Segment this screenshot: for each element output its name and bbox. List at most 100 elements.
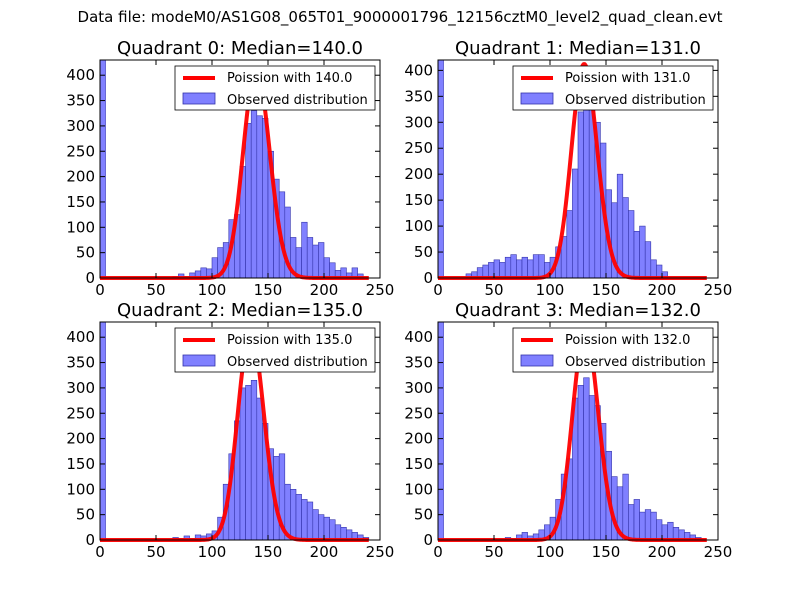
x-tick-label: 50 — [484, 543, 503, 561]
y-tick-label: 400 — [66, 328, 95, 346]
y-tick-label: 150 — [404, 191, 433, 209]
y-tick-label: 50 — [76, 506, 95, 524]
y-tick-label: 200 — [404, 165, 433, 183]
histogram-bar — [633, 499, 640, 541]
y-tick-label: 350 — [404, 87, 433, 105]
x-tick-label: 0 — [433, 281, 443, 299]
quadrant-0-panel: Quadrant 0: Median=140.0 0 50 100 150 200 250 0… — [66, 38, 394, 299]
x-tick-label: 250 — [704, 543, 733, 561]
y-tick-label: 400 — [66, 66, 95, 84]
legend-label-observed: Observed distribution — [565, 355, 706, 370]
histogram-bar — [644, 241, 652, 279]
y-tick-label: 150 — [66, 455, 95, 473]
x-tick-label: 100 — [536, 543, 565, 561]
y-tick-label: 0 — [423, 269, 433, 287]
y-tick-label: 100 — [404, 480, 433, 498]
histogram-bar — [256, 397, 263, 541]
histogram-bar — [628, 504, 635, 541]
y-tick-label: 250 — [404, 139, 433, 157]
histogram-bar — [566, 210, 573, 279]
histogram-bar — [616, 173, 624, 279]
histogram-bar — [583, 377, 590, 541]
quadrant-1-legend: Poission with 131.0 Observed distribution — [512, 65, 714, 111]
histogram-bar — [295, 494, 302, 541]
x-tick-label: 250 — [366, 543, 395, 561]
histogram-bar — [334, 524, 342, 541]
histogram-bar — [306, 237, 314, 279]
legend-bar-swatch — [520, 92, 554, 105]
histogram-bar — [437, 59, 444, 279]
histogram-bar — [572, 168, 579, 279]
quadrant-3-legend: Poission with 132.0 Observed distribution — [512, 327, 714, 373]
histogram-bar — [323, 516, 330, 541]
histogram-bar — [318, 242, 325, 279]
y-tick-label: 400 — [404, 328, 433, 346]
quadrant-1-title: Quadrant 1: Median=131.0 — [455, 38, 701, 59]
x-tick-label: 100 — [198, 543, 227, 561]
histogram-bar — [499, 262, 506, 279]
histogram-bar — [639, 225, 646, 279]
histogram-bar — [510, 254, 517, 279]
histogram-bar — [516, 259, 523, 279]
x-tick-label: 0 — [95, 543, 105, 561]
legend-label-observed: Observed distribution — [227, 93, 368, 108]
histogram-bar — [488, 262, 495, 279]
x-tick-label: 100 — [198, 281, 227, 299]
histogram-bar — [329, 519, 336, 541]
quadrant-2-legend: Poission with 135.0 Observed distribution — [174, 327, 376, 373]
y-tick-label: 250 — [404, 404, 433, 422]
y-tick-label: 400 — [404, 61, 433, 79]
histogram-bar — [527, 259, 534, 279]
histogram-bar — [577, 111, 584, 279]
histogram-bar — [633, 230, 640, 279]
histogram-bar — [312, 244, 319, 279]
x-tick-label: 250 — [366, 281, 395, 299]
histogram-bar — [318, 514, 325, 541]
figure-title: Data file: modeM0/AS1G08_065T01_90000017… — [77, 8, 723, 26]
x-tick-label: 0 — [95, 281, 105, 299]
y-tick-label: 300 — [404, 379, 433, 397]
histogram-bar — [644, 509, 652, 541]
y-tick-label: 250 — [66, 142, 95, 160]
y-tick-label: 350 — [66, 92, 95, 110]
x-tick-label: 150 — [254, 543, 283, 561]
legend-label-observed: Observed distribution — [565, 93, 706, 108]
histogram-bar — [239, 387, 246, 541]
y-tick-label: 150 — [404, 455, 433, 473]
legend-bar-swatch — [520, 354, 554, 367]
histogram-bar — [622, 197, 629, 279]
quadrant-0-legend: Poission with 140.0 Observed distribution — [174, 65, 376, 111]
x-tick-label: 200 — [648, 281, 677, 299]
legend-label-poisson: Poission with 140.0 — [227, 71, 352, 86]
histogram-bar — [639, 511, 646, 541]
legend-label-poisson: Poission with 131.0 — [565, 71, 690, 86]
y-tick-label: 250 — [66, 404, 95, 422]
histogram-bar — [622, 473, 629, 541]
y-tick-label: 200 — [66, 168, 95, 186]
histogram-bar — [504, 256, 512, 279]
x-tick-label: 250 — [704, 281, 733, 299]
y-tick-label: 0 — [423, 531, 433, 549]
y-tick-label: 300 — [66, 379, 95, 397]
legend-bar-swatch — [182, 354, 216, 367]
y-tick-label: 150 — [66, 193, 95, 211]
histogram-bar — [301, 499, 308, 541]
quadrant-3-panel: Quadrant 3: Median=132.0 0 50 100 150 200 250 0… — [404, 300, 732, 561]
y-tick-label: 100 — [66, 480, 95, 498]
histogram-bar — [661, 524, 668, 541]
y-tick-label: 350 — [404, 354, 433, 372]
histogram-bar — [329, 262, 336, 279]
histogram-bar — [245, 385, 252, 541]
quadrant-3-title: Quadrant 3: Median=132.0 — [455, 300, 701, 321]
histogram-bar — [437, 321, 444, 541]
legend-label-poisson: Poission with 135.0 — [227, 333, 352, 348]
histogram-bar — [99, 59, 106, 279]
x-tick-label: 150 — [254, 281, 283, 299]
x-tick-label: 200 — [648, 543, 677, 561]
y-tick-label: 200 — [404, 430, 433, 448]
histogram-bar — [650, 259, 657, 279]
y-tick-label: 50 — [414, 243, 433, 261]
quadrant-0-axes-frame — [99, 59, 381, 279]
y-tick-label: 0 — [85, 269, 95, 287]
y-tick-label: 200 — [66, 430, 95, 448]
